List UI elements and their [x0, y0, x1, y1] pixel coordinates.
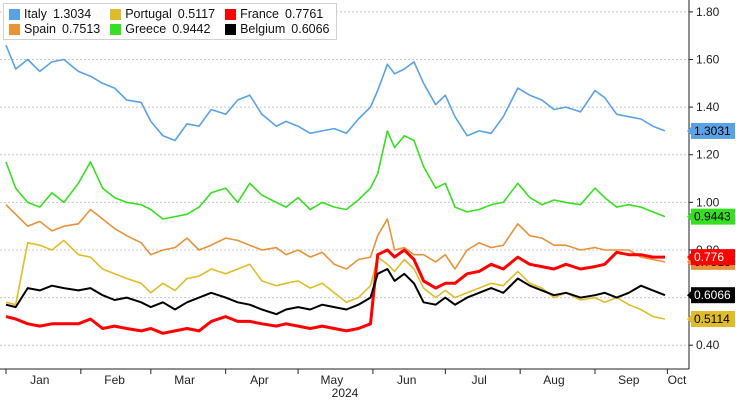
- legend-value: 1.3034: [52, 7, 92, 21]
- end-tag-france: 0.776: [687, 249, 735, 266]
- legend-label: Spain: [24, 22, 56, 36]
- legend-swatch-portugal: [110, 8, 122, 20]
- series-line-belgium: [5, 268, 666, 316]
- series-line-greece: [5, 130, 666, 220]
- legend-value: 0.9442: [172, 22, 211, 36]
- x-tick-label: Jan: [30, 373, 49, 387]
- legend-item-spain: Spain 0.7513: [9, 22, 100, 36]
- end-tag-box: [691, 287, 735, 304]
- y-tick-label: 1.00: [696, 195, 720, 209]
- gridlines: [0, 11, 689, 346]
- end-tag-greece: 0.9443: [687, 208, 735, 225]
- legend-item-belgium: Belgium 0.6066: [225, 22, 330, 36]
- legend-label: France: [240, 7, 279, 21]
- legend-value: 0.6066: [291, 22, 330, 36]
- x-tick-label: Oct: [668, 373, 687, 387]
- legend-item-france: France 0.7761: [225, 7, 329, 21]
- end-tag-pointer: [687, 125, 692, 136]
- end-tag-box: [691, 208, 735, 225]
- legend-item-greece: Greece 0.9442: [110, 22, 215, 36]
- x-tick-label: Apr: [250, 373, 269, 387]
- x-axis-label: 2024: [332, 386, 359, 400]
- legend-swatch-italy: [9, 8, 20, 20]
- x-tick-label: Aug: [543, 373, 564, 387]
- end-tag-pointer: [687, 290, 692, 301]
- series-lines: [5, 44, 666, 335]
- y-tick-label: 1.60: [696, 53, 720, 67]
- legend-value: 0.7513: [61, 22, 101, 36]
- legend-item-portugal: Portugal 0.5117: [110, 7, 215, 21]
- end-tag-pointer: [687, 314, 692, 325]
- legend-swatch-france: [225, 8, 237, 20]
- legend-label: Italy: [24, 7, 47, 21]
- end-tag-label: 1.3031: [694, 124, 731, 138]
- end-tag-label: 0.9443: [694, 210, 731, 224]
- x-tick-label: Jun: [397, 373, 416, 387]
- legend: Italy 1.3034 Portugal 0.5117 France 0.77…: [3, 3, 337, 40]
- end-tag-pointer: [687, 252, 692, 263]
- y-tick-label: 1.80: [696, 5, 720, 19]
- series-line-spain: [5, 204, 666, 270]
- x-tick-label: May: [321, 373, 344, 387]
- legend-label: Belgium: [240, 22, 286, 36]
- legend-label: Portugal: [125, 7, 172, 21]
- x-tick-label: Sep: [618, 373, 640, 387]
- x-axis-ticks: Jan Feb Mar Apr May Jun Jul Aug Sep Oct: [5, 369, 687, 387]
- end-tag-box: [691, 122, 735, 139]
- legend-value: 0.5117: [177, 7, 216, 21]
- legend-swatch-spain: [9, 23, 20, 35]
- legend-label: Greece: [125, 22, 167, 36]
- x-tick-label: Feb: [104, 373, 125, 387]
- end-tag-box: [691, 249, 735, 266]
- x-tick-label: Jul: [471, 373, 486, 387]
- end-tag-label: 0.776: [694, 250, 724, 264]
- legend-swatch-belgium: [225, 23, 237, 35]
- legend-swatch-greece: [110, 23, 122, 35]
- end-tag-portugal: 0.5114: [687, 311, 735, 328]
- series-line-france: [5, 248, 665, 335]
- end-tag-belgium: 0.6066: [687, 287, 735, 304]
- x-tick-label: Mar: [174, 373, 195, 387]
- legend-value: 0.7761: [285, 7, 324, 21]
- legend-item-italy: Italy 1.3034: [9, 7, 100, 21]
- end-tag-pointer: [687, 211, 692, 222]
- y-tick-label: 0.40: [696, 338, 720, 352]
- end-tag-italy: 1.3031: [687, 122, 735, 139]
- end-tag-label: 0.6066: [694, 288, 731, 302]
- y-tick-label: 1.40: [696, 100, 720, 114]
- end-tag-label: 0.5114: [694, 312, 730, 326]
- series-line-italy: [5, 44, 666, 142]
- end-tag-box: [691, 311, 735, 328]
- y-tick-label: 1.20: [696, 148, 720, 162]
